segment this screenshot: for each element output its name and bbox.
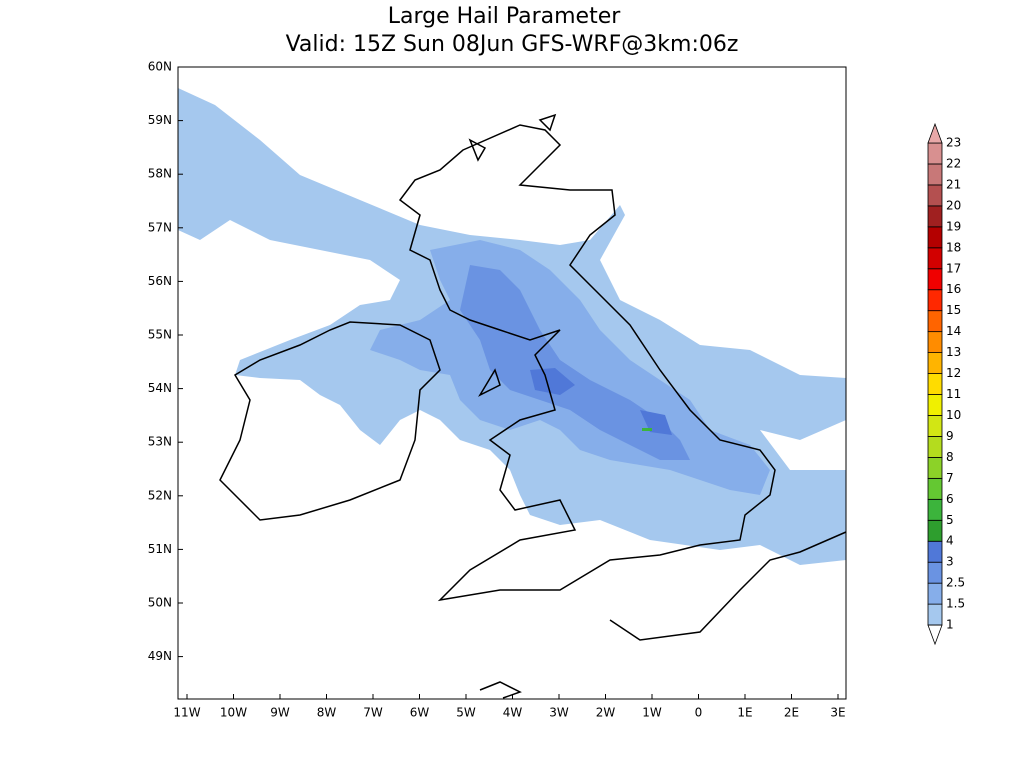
colorbar-segment bbox=[927, 373, 943, 395]
colorbar-segment bbox=[927, 394, 943, 416]
lat-label: 53N bbox=[148, 435, 172, 449]
colorbar-label: 11 bbox=[946, 387, 961, 401]
lat-label: 56N bbox=[148, 274, 172, 288]
lon-label: 3W bbox=[549, 706, 569, 720]
lat-label: 50N bbox=[148, 596, 172, 610]
lat-label: 54N bbox=[148, 381, 172, 395]
colorbar-segment bbox=[927, 247, 943, 270]
colorbar-label: 6 bbox=[946, 492, 954, 506]
lat-label: 60N bbox=[148, 60, 172, 74]
lat-label: 59N bbox=[148, 113, 172, 127]
colorbar-label: 17 bbox=[946, 261, 961, 275]
colorbar-segment bbox=[927, 498, 943, 521]
colorbar-segment bbox=[927, 310, 943, 333]
title: Large Hail Parameter bbox=[388, 4, 622, 29]
colorbar-segment bbox=[927, 331, 943, 354]
lon-label: 10W bbox=[220, 706, 247, 720]
lon-label: 1E bbox=[737, 706, 752, 720]
colorbar-label: 21 bbox=[946, 177, 961, 191]
subtitle: Valid: 15Z Sun 08Jun GFS-WRF@3km:06z bbox=[286, 32, 739, 57]
colorbar-label: 1.5 bbox=[946, 597, 965, 611]
colorbar-label: 22 bbox=[946, 156, 961, 170]
colorbar-segment bbox=[927, 519, 943, 542]
lon-label: 7W bbox=[363, 706, 383, 720]
colorbar-segment bbox=[927, 352, 943, 374]
colorbar-label: 1 bbox=[946, 618, 954, 632]
colorbar-segment bbox=[927, 456, 943, 479]
coastlines bbox=[219, 113, 846, 699]
map-area bbox=[178, 88, 846, 699]
hail-shading bbox=[178, 88, 846, 565]
lon-label: 11W bbox=[173, 706, 200, 720]
lat-label: 52N bbox=[148, 488, 172, 502]
colorbar-label: 9 bbox=[946, 429, 954, 443]
colorbar-label: 19 bbox=[946, 219, 961, 233]
lon-label: 4W bbox=[503, 706, 523, 720]
lon-label: 9W bbox=[270, 706, 290, 720]
colorbar-label: 20 bbox=[946, 198, 961, 212]
colorbar-segment bbox=[927, 142, 943, 165]
colorbar-bottom-arrow bbox=[927, 624, 943, 646]
colorbar-segment bbox=[927, 163, 943, 186]
colorbar-segment bbox=[927, 184, 943, 207]
colorbar-label: 23 bbox=[946, 136, 961, 150]
lon-label: 3E bbox=[830, 706, 845, 720]
lat-label: 51N bbox=[148, 542, 172, 556]
colorbar-label: 5 bbox=[946, 513, 954, 527]
lon-label: 1W bbox=[642, 706, 662, 720]
colorbar-label: 8 bbox=[946, 450, 954, 464]
colorbar-segment bbox=[927, 415, 943, 437]
colorbar-segment bbox=[927, 477, 943, 500]
colorbar: 1 1.5 2.5 3 4 5 6 7 8 9 10 11 12 13 14 15 16 17 18 19 20 21 22… bbox=[927, 122, 965, 646]
colorbar-label: 16 bbox=[946, 282, 961, 296]
colorbar-label: 10 bbox=[946, 408, 961, 422]
lon-label: 6W bbox=[410, 706, 430, 720]
lat-label: 55N bbox=[148, 328, 172, 342]
colorbar-segment bbox=[927, 436, 943, 458]
colorbar-label: 14 bbox=[946, 324, 961, 338]
colorbar-segment bbox=[927, 205, 943, 228]
colorbar-label: 12 bbox=[946, 366, 961, 380]
colorbar-label: 13 bbox=[946, 345, 961, 359]
lat-label: 57N bbox=[148, 220, 172, 234]
colorbar-label: 18 bbox=[946, 240, 961, 254]
colorbar-segment bbox=[927, 561, 943, 584]
colorbar-segment bbox=[927, 582, 943, 605]
colorbar-label: 2.5 bbox=[946, 576, 965, 590]
colorbar-label: 3 bbox=[946, 555, 954, 569]
lat-label: 49N bbox=[148, 649, 172, 663]
lon-label: 2W bbox=[596, 706, 616, 720]
colorbar-label: 15 bbox=[946, 303, 961, 317]
colorbar-segment bbox=[927, 289, 943, 312]
colorbar-segment bbox=[927, 226, 943, 249]
lon-label: 8W bbox=[317, 706, 337, 720]
colorbar-label: 7 bbox=[946, 471, 954, 485]
lat-label: 58N bbox=[148, 167, 172, 181]
colorbar-segment bbox=[927, 603, 943, 626]
lon-label: 2E bbox=[784, 706, 799, 720]
lon-label: 0 bbox=[695, 706, 703, 720]
colorbar-segment bbox=[927, 268, 943, 291]
colorbar-segment bbox=[927, 540, 943, 563]
colorbar-top-arrow bbox=[927, 122, 943, 144]
lon-label: 5W bbox=[456, 706, 476, 720]
colorbar-label: 4 bbox=[946, 534, 954, 548]
axes: 11W 10W 9W 8W 7W 6W 5W 4W 3W 2W 1W 0 1E 2E 3E 60N 59N 58N… bbox=[148, 60, 846, 720]
